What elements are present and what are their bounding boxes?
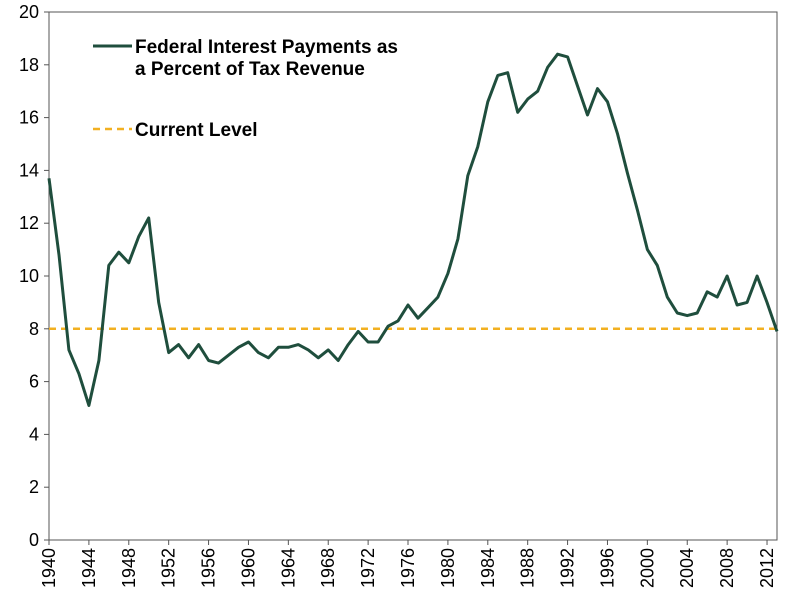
legend-label-current-level: Current Level bbox=[135, 120, 257, 141]
x-tick-label: 1964 bbox=[278, 548, 298, 588]
x-tick-label: 1948 bbox=[119, 548, 139, 588]
x-tick-label: 1968 bbox=[318, 548, 338, 588]
x-tick-label: 1984 bbox=[478, 548, 498, 588]
legend-label-interest-payments-line2: a Percent of Tax Revenue bbox=[135, 59, 365, 80]
y-tick-label: 6 bbox=[29, 372, 39, 392]
y-tick-label: 0 bbox=[29, 530, 39, 550]
x-tick-label: 2004 bbox=[677, 548, 697, 588]
x-tick-label: 2012 bbox=[757, 548, 777, 588]
y-tick-label: 4 bbox=[29, 424, 39, 444]
y-tick-label: 12 bbox=[19, 213, 39, 233]
x-tick-label: 1960 bbox=[238, 548, 258, 588]
x-tick-label: 1940 bbox=[39, 548, 59, 588]
y-tick-label: 8 bbox=[29, 319, 39, 339]
x-tick-label: 1956 bbox=[199, 548, 219, 588]
x-axis-ticks: 1940 1944 1948 1952 1956 1960 1964 1968 1972 1976… bbox=[39, 540, 777, 588]
x-tick-label: 2008 bbox=[717, 548, 737, 588]
y-tick-label: 16 bbox=[19, 108, 39, 128]
x-tick-label: 2000 bbox=[637, 548, 657, 588]
x-tick-label: 1992 bbox=[558, 548, 578, 588]
legend: Federal Interest Payments as a Percent o… bbox=[93, 37, 398, 141]
y-tick-label: 10 bbox=[19, 266, 39, 286]
y-tick-label: 20 bbox=[19, 2, 39, 22]
x-tick-label: 1952 bbox=[159, 548, 179, 588]
x-tick-label: 1996 bbox=[597, 548, 617, 588]
y-axis-ticks: 0 2 4 6 8 10 12 14 16 18 20 bbox=[19, 2, 49, 550]
legend-label-interest-payments-line1: Federal Interest Payments as bbox=[135, 37, 398, 58]
plot-area bbox=[48, 11, 778, 541]
x-tick-label: 1980 bbox=[438, 548, 458, 588]
x-tick-label: 1976 bbox=[398, 548, 418, 588]
y-tick-label: 14 bbox=[19, 160, 39, 180]
y-tick-label: 18 bbox=[19, 55, 39, 75]
x-tick-label: 1944 bbox=[79, 548, 99, 588]
x-tick-label: 1972 bbox=[358, 548, 378, 588]
interest-payments-line bbox=[47, 52, 779, 407]
x-tick-label: 1988 bbox=[518, 548, 538, 588]
y-tick-label: 2 bbox=[29, 477, 39, 497]
